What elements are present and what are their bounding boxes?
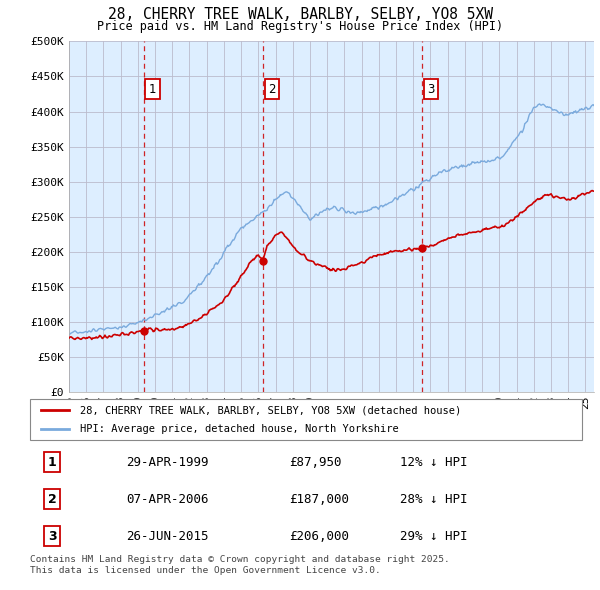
Text: 29-APR-1999: 29-APR-1999 [127,455,209,468]
Text: 28, CHERRY TREE WALK, BARLBY, SELBY, YO8 5XW (detached house): 28, CHERRY TREE WALK, BARLBY, SELBY, YO8… [80,405,461,415]
FancyBboxPatch shape [30,399,582,440]
Text: 28% ↓ HPI: 28% ↓ HPI [400,493,467,506]
Text: 29% ↓ HPI: 29% ↓ HPI [400,530,467,543]
Text: £187,000: £187,000 [289,493,349,506]
Text: £206,000: £206,000 [289,530,349,543]
Text: £87,950: £87,950 [289,455,342,468]
Text: HPI: Average price, detached house, North Yorkshire: HPI: Average price, detached house, Nort… [80,424,398,434]
Text: 12% ↓ HPI: 12% ↓ HPI [400,455,467,468]
Text: 2: 2 [268,83,275,96]
Text: This data is licensed under the Open Government Licence v3.0.: This data is licensed under the Open Gov… [30,566,381,575]
Text: 3: 3 [427,83,434,96]
Text: 07-APR-2006: 07-APR-2006 [127,493,209,506]
Text: 2: 2 [48,493,56,506]
Text: Contains HM Land Registry data © Crown copyright and database right 2025.: Contains HM Land Registry data © Crown c… [30,555,450,563]
Text: 26-JUN-2015: 26-JUN-2015 [127,530,209,543]
Text: 1: 1 [149,83,156,96]
Text: Price paid vs. HM Land Registry's House Price Index (HPI): Price paid vs. HM Land Registry's House … [97,20,503,33]
Text: 28, CHERRY TREE WALK, BARLBY, SELBY, YO8 5XW: 28, CHERRY TREE WALK, BARLBY, SELBY, YO8… [107,7,493,22]
Text: 1: 1 [48,455,56,468]
Text: 3: 3 [48,530,56,543]
